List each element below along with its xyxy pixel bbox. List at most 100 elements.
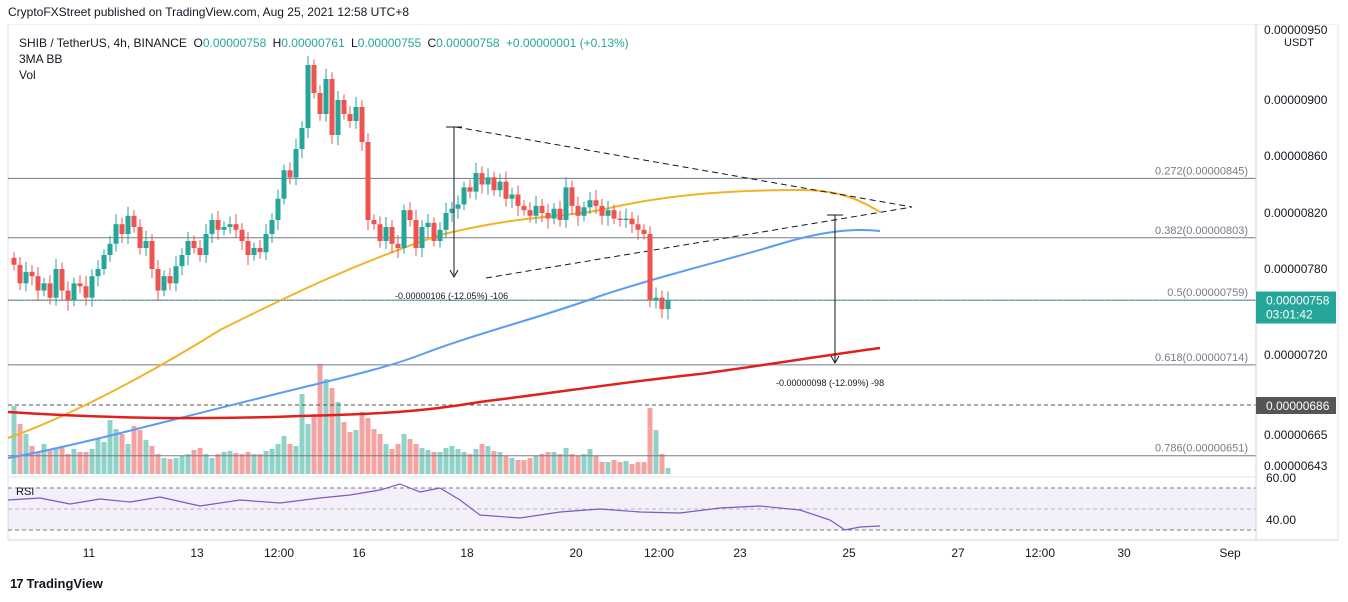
candle-body: [539, 205, 545, 213]
candle-body: [347, 114, 353, 121]
candle-body: [311, 65, 317, 93]
candle-body: [113, 224, 119, 244]
close-label: C: [427, 36, 437, 50]
publisher-line: CryptoFXStreet published on TradingView.…: [8, 5, 410, 19]
volume-bar: [131, 426, 137, 474]
volume-bar: [521, 460, 527, 474]
volume-bar: [47, 450, 53, 474]
indicator-3ma-bb[interactable]: 3MA BB: [19, 52, 63, 66]
candle-body: [257, 248, 263, 253]
volume-bar: [437, 452, 443, 474]
candle-body: [119, 224, 125, 234]
candle-body: [329, 79, 335, 135]
time-tick-label: 30: [1117, 546, 1131, 560]
candle-body: [635, 224, 641, 230]
candle-body: [221, 227, 227, 230]
volume-bar: [143, 440, 149, 474]
candle-body: [479, 173, 485, 185]
rsi-tick-label: 40.00: [1266, 513, 1296, 527]
candle-body: [353, 107, 359, 121]
triangle-upper-line: [455, 126, 913, 208]
candle-body: [35, 276, 41, 291]
level-686-tag-value: 0.00000686: [1266, 399, 1330, 413]
volume-bar: [203, 454, 209, 474]
candle-body: [95, 269, 101, 277]
open-value: 0.00000758: [202, 36, 267, 50]
time-tick-label: 18: [460, 546, 474, 560]
fib-label: 0.618(0.00000714): [1155, 352, 1248, 364]
volume-bar: [563, 448, 569, 474]
candle-body: [203, 234, 209, 255]
volume-bar: [587, 449, 593, 474]
triangle-lower-line: [485, 206, 913, 279]
candle-body: [545, 213, 551, 219]
volume-bar: [461, 452, 467, 474]
measure-arrow-2: [830, 355, 840, 365]
candle-body: [401, 210, 407, 248]
candle-body: [515, 194, 521, 206]
volume-bar: [533, 456, 539, 474]
ma-short-line: [7, 188, 881, 439]
footer-brand[interactable]: 17 TradingView: [10, 576, 103, 591]
candle-body: [11, 257, 17, 265]
candle-body: [605, 210, 611, 216]
candle-body: [527, 210, 533, 216]
candle-body: [245, 241, 251, 255]
close-value: 0.00000758: [436, 36, 500, 50]
candle-body: [161, 276, 167, 291]
candle-body: [185, 241, 191, 255]
volume-bar: [593, 456, 599, 474]
high-value: 0.00000761: [281, 36, 345, 50]
volume-bar: [245, 452, 251, 474]
volume-bar: [263, 451, 269, 474]
measure-arrow-1: [449, 269, 459, 279]
fib-label: 0.5(0.00000759): [1167, 287, 1248, 299]
volume-bar: [557, 454, 563, 474]
candle-body: [569, 187, 575, 206]
level-686-tag-box: [1256, 397, 1336, 414]
volume-bar: [53, 448, 59, 474]
candle-body: [377, 224, 383, 241]
volume-bar: [119, 434, 125, 474]
candle-body: [659, 297, 665, 310]
volume-bar: [29, 446, 35, 474]
candle-body: [305, 65, 311, 128]
volume-bar: [149, 446, 155, 474]
volume-bar: [251, 454, 257, 474]
candle-body: [575, 205, 581, 216]
time-tick-label: 23: [733, 546, 747, 560]
volume-bar: [599, 462, 605, 474]
time-tick-label: 12:00: [644, 546, 674, 560]
candle-body: [281, 170, 287, 199]
ma-long-line: [7, 346, 881, 420]
candle-body: [89, 276, 95, 298]
volume-bar: [221, 452, 227, 474]
volume-bar: [413, 444, 419, 474]
indicator-vol[interactable]: Vol: [19, 68, 36, 82]
symbol-name[interactable]: SHIB / TetherUS, 4h, BINANCE: [19, 36, 187, 50]
volume-bar: [107, 420, 113, 474]
volume-bar: [323, 379, 329, 474]
volume-bar: [497, 452, 503, 474]
volume-bar: [17, 424, 23, 474]
candle-body: [431, 222, 437, 241]
time-tick-label: 12:00: [264, 546, 294, 560]
price-chart[interactable]: 0.272(0.00000845) 0.382(0.00000803) 0.5(0.…: [0, 24, 1348, 570]
candle-body: [335, 100, 341, 135]
volume-bar: [509, 458, 515, 474]
candle-body: [233, 224, 239, 230]
moving-averages-layer: [7, 188, 881, 459]
candle-body: [599, 205, 605, 216]
volume-bar: [347, 432, 353, 474]
candle-body: [125, 215, 131, 234]
measure-label-2: -0.00000098 (-12.09%) -98: [776, 378, 884, 388]
chart-legend: SHIB / TetherUS, 4h, BINANCE O0.00000758…: [19, 35, 632, 83]
candle-body: [341, 100, 347, 114]
volume-bar: [551, 452, 557, 474]
time-tick-label: 16: [352, 546, 366, 560]
volume-bar: [485, 446, 491, 474]
candle-body: [149, 241, 155, 269]
volume-bar: [581, 454, 587, 474]
candle-body: [497, 181, 503, 191]
candle-body: [473, 173, 479, 192]
